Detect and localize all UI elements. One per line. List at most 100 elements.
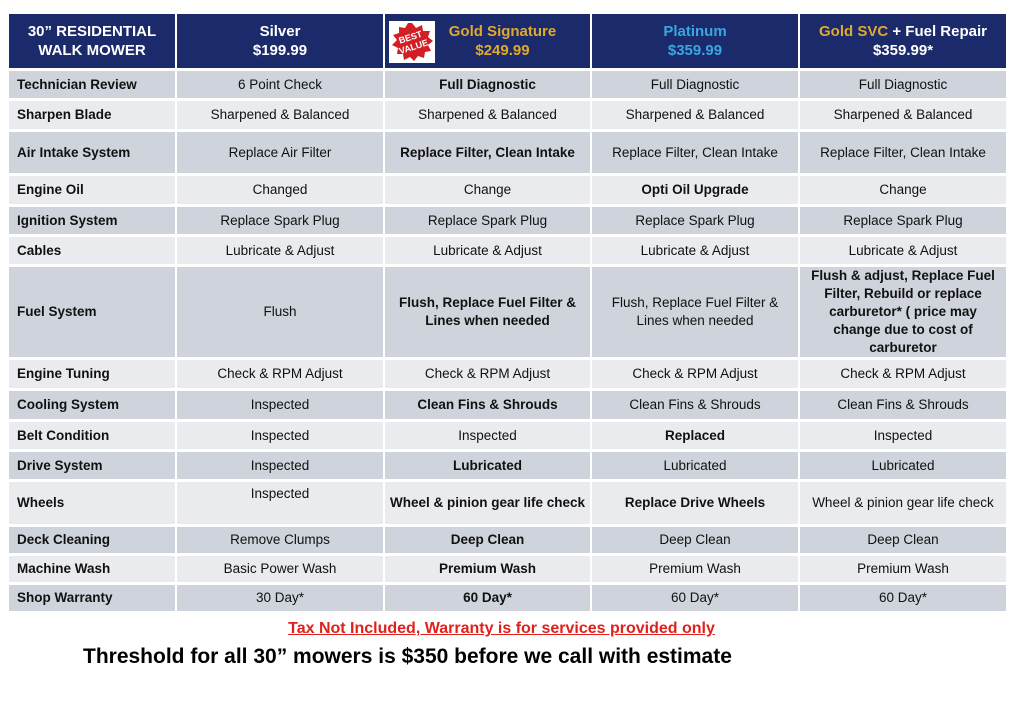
table-row: Machine Wash Basic Power Wash Premium Wa… [9, 556, 1006, 582]
table-row: Drive System Inspected Lubricated Lubric… [9, 452, 1006, 479]
cell-gold-signature: Check & RPM Adjust [385, 360, 590, 388]
row-label: Machine Wash [9, 556, 175, 582]
header-row: 30” RESIDENTIAL WALK MOWER Silver $199.9… [9, 14, 1006, 68]
cell-gold-signature: Inspected [385, 422, 590, 449]
row-label: Cables [9, 237, 175, 264]
cell-gold-signature: Wheel & pinion gear life check [385, 482, 590, 524]
cell-gold-svc: Wheel & pinion gear life check [800, 482, 1006, 524]
cell-gold-signature: Replace Filter, Clean Intake [385, 132, 590, 173]
table-row: Shop Warranty 30 Day* 60 Day* 60 Day* 60… [9, 585, 1006, 611]
row-label: Air Intake System [9, 132, 175, 173]
cell-platinum: Premium Wash [592, 556, 798, 582]
table-row: Cooling System Inspected Clean Fins & Sh… [9, 391, 1006, 419]
table-row: Belt Condition Inspected Inspected Repla… [9, 422, 1006, 449]
cell-gold-signature: Flush, Replace Fuel Filter & Lines when … [385, 267, 590, 357]
column-name: Gold SVC + Fuel Repair [800, 22, 1006, 41]
cell-platinum: Clean Fins & Shrouds [592, 391, 798, 419]
column-header-platinum: Platinum $359.99 [592, 14, 798, 68]
cell-platinum: Deep Clean [592, 527, 798, 553]
cell-gold-svc: Sharpened & Balanced [800, 101, 1006, 129]
row-label: Technician Review [9, 71, 175, 98]
column-name-part-1: Gold SVC [819, 23, 889, 40]
cell-silver: Replace Air Filter [177, 132, 383, 173]
cell-silver: Lubricate & Adjust [177, 237, 383, 264]
cell-gold-svc: Check & RPM Adjust [800, 360, 1006, 388]
row-label: Wheels [9, 482, 175, 524]
cell-gold-svc: Lubricated [800, 452, 1006, 479]
cell-platinum: 60 Day* [592, 585, 798, 611]
row-label: Engine Oil [9, 176, 175, 204]
cell-gold-svc: Deep Clean [800, 527, 1006, 553]
table-row: Ignition System Replace Spark Plug Repla… [9, 207, 1006, 234]
column-price: $359.99* [872, 42, 934, 59]
cell-silver: 30 Day* [177, 585, 383, 611]
row-label: Deck Cleaning [9, 527, 175, 553]
cell-silver: Sharpened & Balanced [177, 101, 383, 129]
table-row: Fuel System Flush Flush, Replace Fuel Fi… [9, 267, 1006, 357]
cell-silver: Inspected [177, 391, 383, 419]
cell-platinum: Check & RPM Adjust [592, 360, 798, 388]
row-label: Fuel System [9, 267, 175, 357]
cell-platinum: Replace Filter, Clean Intake [592, 132, 798, 173]
best-value-badge-icon: BEST VALUE [389, 21, 435, 63]
cell-platinum: Lubricate & Adjust [592, 237, 798, 264]
tax-note: Tax Not Included, Warranty is for servic… [288, 620, 715, 637]
cell-silver: Replace Spark Plug [177, 207, 383, 234]
cell-platinum: Replace Drive Wheels [592, 482, 798, 524]
cell-gold-signature: Change [385, 176, 590, 204]
cell-silver: Inspected [177, 422, 383, 449]
column-header-silver: Silver $199.99 [177, 14, 383, 68]
column-name: Silver [259, 23, 301, 40]
column-name: Gold Signature [448, 23, 557, 40]
column-header-gold-svc: Gold SVC + Fuel Repair $359.99* [800, 14, 1006, 68]
table-row: Wheels Inspected Wheel & pinion gear lif… [9, 482, 1006, 524]
title-line-1: 30” RESIDENTIAL [27, 23, 157, 40]
cell-gold-svc: Inspected [800, 422, 1006, 449]
cell-platinum: Replaced [592, 422, 798, 449]
table-row: Air Intake System Replace Air Filter Rep… [9, 132, 1006, 173]
cell-gold-signature: Replace Spark Plug [385, 207, 590, 234]
cell-gold-svc: Replace Spark Plug [800, 207, 1006, 234]
row-label: Drive System [9, 452, 175, 479]
cell-silver: Flush [177, 267, 383, 357]
row-label: Cooling System [9, 391, 175, 419]
row-label: Shop Warranty [9, 585, 175, 611]
table-row: Cables Lubricate & Adjust Lubricate & Ad… [9, 237, 1006, 264]
column-price: $359.99 [667, 42, 723, 59]
pricing-table: 30” RESIDENTIAL WALK MOWER Silver $199.9… [7, 11, 1008, 614]
cell-silver: Basic Power Wash [177, 556, 383, 582]
row-label: Sharpen Blade [9, 101, 175, 129]
cell-platinum: Flush, Replace Fuel Filter & Lines when … [592, 267, 798, 357]
table-row: Engine Tuning Check & RPM Adjust Check &… [9, 360, 1006, 388]
cell-gold-svc: Full Diagnostic [800, 71, 1006, 98]
cell-gold-signature: Full Diagnostic [385, 71, 590, 98]
threshold-note: Threshold for all 30” mowers is $350 bef… [83, 645, 732, 668]
cell-gold-signature: Sharpened & Balanced [385, 101, 590, 129]
cell-gold-svc: Premium Wash [800, 556, 1006, 582]
cell-gold-svc: Replace Filter, Clean Intake [800, 132, 1006, 173]
cell-gold-signature: Lubricate & Adjust [385, 237, 590, 264]
cell-gold-signature: Clean Fins & Shrouds [385, 391, 590, 419]
column-price: $199.99 [252, 42, 308, 59]
cell-gold-svc: Flush & adjust, Replace Fuel Filter, Reb… [800, 267, 1006, 357]
cell-platinum: Replace Spark Plug [592, 207, 798, 234]
cell-silver: Remove Clumps [177, 527, 383, 553]
cell-platinum: Full Diagnostic [592, 71, 798, 98]
cell-platinum: Lubricated [592, 452, 798, 479]
cell-silver: 6 Point Check [177, 71, 383, 98]
row-label: Belt Condition [9, 422, 175, 449]
table-title: 30” RESIDENTIAL WALK MOWER [9, 14, 175, 68]
cell-silver: Check & RPM Adjust [177, 360, 383, 388]
cell-gold-svc: Lubricate & Adjust [800, 237, 1006, 264]
cell-platinum: Sharpened & Balanced [592, 101, 798, 129]
table-row: Sharpen Blade Sharpened & Balanced Sharp… [9, 101, 1006, 129]
column-price: $249.99 [475, 42, 530, 59]
title-line-2: WALK MOWER [38, 42, 146, 59]
column-name: Platinum [663, 23, 727, 40]
cell-gold-signature: 60 Day* [385, 585, 590, 611]
cell-silver: Changed [177, 176, 383, 204]
cell-platinum: Opti Oil Upgrade [592, 176, 798, 204]
cell-gold-signature: Premium Wash [385, 556, 590, 582]
row-label: Engine Tuning [9, 360, 175, 388]
cell-gold-signature: Deep Clean [385, 527, 590, 553]
